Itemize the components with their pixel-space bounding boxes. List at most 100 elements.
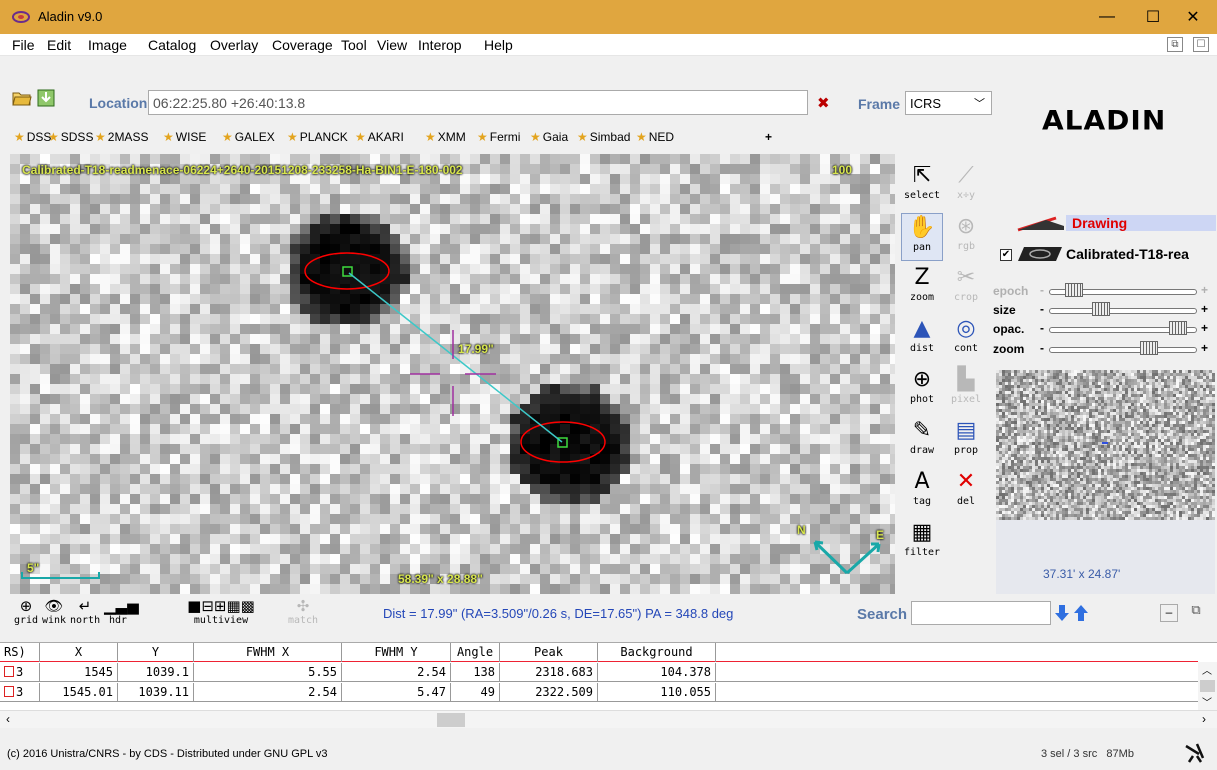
scroll-thumb-horizontal[interactable] (437, 713, 465, 727)
source-ellipse-2[interactable] (520, 421, 606, 463)
survey-2mass[interactable]: ★ 2MASS (95, 130, 148, 144)
menu-tool[interactable]: Tool (341, 37, 367, 53)
menu-help[interactable]: Help (484, 37, 513, 53)
slider-size[interactable]: size - + (993, 301, 1215, 319)
minimize-button[interactable]: — (1099, 8, 1115, 25)
tool-dist[interactable]: ▲ dist (901, 315, 943, 363)
location-input[interactable]: 06:22:25.80 +26:40:13.8 (148, 90, 808, 115)
table-row[interactable]: 3 1545 1039.1 5.55 2.54 138 2318.683 104.378 (0, 663, 1198, 682)
search-input[interactable] (911, 601, 1051, 625)
slider-thumb[interactable] (1091, 302, 1110, 316)
slider-decrease[interactable]: - (1040, 321, 1044, 335)
scroll-up-icon[interactable]: ︿ (1202, 666, 1212, 677)
survey-gaia[interactable]: ★ Gaia (530, 130, 568, 144)
column-header[interactable]: Background (598, 643, 716, 662)
menu-coverage[interactable]: Coverage (272, 37, 333, 53)
survey-galex[interactable]: ★ GALEX (222, 130, 275, 144)
tool-draw[interactable]: ✎ draw (901, 417, 943, 465)
table-vertical-scrollbar[interactable]: ︿ ﹀ (1198, 662, 1217, 710)
column-header[interactable]: Angle (451, 643, 500, 662)
open-folder-icon[interactable] (12, 88, 32, 108)
menu-file[interactable]: File (12, 37, 35, 53)
source-marker-2[interactable] (557, 437, 568, 448)
layer-visible-checkbox[interactable]: ✔ (1000, 249, 1012, 261)
table-row[interactable]: 3 1545.01 1039.11 2.54 5.47 49 2322.509 110.055 (0, 683, 1198, 702)
survey-dss[interactable]: ★ DSS (14, 130, 51, 144)
slider-track[interactable] (1049, 347, 1197, 353)
source-marker-icon[interactable] (4, 686, 14, 697)
frame-select[interactable]: ICRS ﹀ (905, 91, 992, 115)
menu-edit[interactable]: Edit (47, 37, 72, 53)
save-download-icon[interactable] (36, 88, 56, 108)
menu-image[interactable]: Image (88, 37, 127, 53)
minimize-table-icon[interactable]: – (1160, 604, 1178, 622)
distance-line[interactable] (348, 272, 563, 443)
view-tool-hdr[interactable]: ▁▃▅ hdr (104, 598, 139, 627)
menu-catalog[interactable]: Catalog (148, 37, 197, 53)
image-viewer[interactable]: Calibrated-T18-readmenace-06224+2640-201… (10, 154, 895, 594)
view-tool-grid[interactable]: ⊕ grid (12, 598, 40, 627)
tool-phot[interactable]: ⊕ phot (901, 366, 943, 414)
menu-overlay[interactable]: Overlay (210, 37, 259, 53)
slider-increase[interactable]: + (1201, 321, 1209, 335)
slider-track[interactable] (1049, 308, 1197, 314)
tool-pan[interactable]: ✋ pan (901, 213, 943, 261)
slider-increase[interactable]: + (1201, 341, 1209, 355)
tool-filter[interactable]: ▦ filter (901, 519, 943, 567)
scroll-left-icon[interactable]: ‹ (6, 712, 10, 726)
tool-del[interactable]: ✕ del (945, 468, 987, 516)
survey-planck[interactable]: ★ PLANCK (287, 130, 348, 144)
slider-opac[interactable]: opac. - + (993, 320, 1215, 338)
survey-sdss[interactable]: ★ SDSS (48, 130, 93, 144)
close-button[interactable]: ✕ (1186, 9, 1200, 26)
view-tool-north[interactable]: ↵ north (70, 598, 100, 627)
tool-prop[interactable]: ▤ prop (945, 417, 987, 465)
slider-increase[interactable]: + (1201, 302, 1209, 316)
menu-view[interactable]: View (377, 37, 408, 53)
source-marker-1[interactable] (342, 266, 353, 277)
arrow-down-icon[interactable] (1055, 605, 1069, 621)
scroll-down-icon[interactable]: ﹀ (1202, 698, 1212, 709)
slider-decrease[interactable]: - (1040, 302, 1044, 316)
survey-wise[interactable]: ★ WISE (163, 130, 206, 144)
overview-image[interactable] (996, 370, 1215, 520)
menu-interop[interactable]: Interop (418, 37, 462, 53)
slider-track[interactable] (1049, 327, 1197, 333)
tool-select[interactable]: ⇱ select (901, 162, 943, 210)
detach-table-icon[interactable]: ⧉ (1191, 602, 1201, 617)
column-header[interactable]: Peak (500, 643, 598, 662)
view-tool-multiview[interactable]: ■⊟⊞▦▩ multiview (166, 598, 276, 627)
column-header[interactable]: FWHM Y (342, 643, 451, 662)
clear-location-icon[interactable]: ✖ (817, 95, 830, 112)
restore-panel-button[interactable]: ⧉ (1167, 37, 1183, 52)
sky-image[interactable] (10, 154, 895, 594)
survey-simbad[interactable]: ★ Simbad (577, 130, 630, 144)
column-header[interactable]: Y (118, 643, 194, 662)
table-horizontal-scrollbar[interactable]: ‹ › (0, 710, 1217, 728)
add-survey-button[interactable]: + (765, 130, 773, 144)
tool-cont[interactable]: ◎ cont (945, 315, 987, 363)
slider-decrease[interactable]: - (1040, 341, 1044, 355)
scroll-thumb[interactable] (1200, 680, 1215, 692)
survey-xmm[interactable]: ★ XMM (425, 130, 466, 144)
column-header[interactable]: X (40, 643, 118, 662)
source-marker-icon[interactable] (4, 666, 14, 677)
column-header[interactable]: RS) (0, 643, 40, 662)
telescope-icon[interactable] (1183, 740, 1207, 764)
slider-zoom[interactable]: zoom - + (993, 340, 1215, 358)
maximize-panel-button[interactable]: ☐ (1193, 37, 1209, 52)
source-ellipse-1[interactable] (304, 252, 390, 290)
arrow-up-icon[interactable] (1074, 605, 1088, 621)
slider-thumb[interactable] (1140, 341, 1158, 355)
column-header[interactable]: FWHM X (194, 643, 342, 662)
star-icon: ★ (577, 130, 588, 144)
slider-thumb[interactable] (1168, 321, 1187, 335)
survey-akari[interactable]: ★ AKARI (355, 130, 404, 144)
survey-ned[interactable]: ★ NED (636, 130, 674, 144)
view-tool-wink[interactable]: 👁 wink (40, 598, 68, 627)
survey-fermi[interactable]: ★ Fermi (477, 130, 520, 144)
maximize-button[interactable]: ☐ (1145, 9, 1161, 26)
scroll-right-icon[interactable]: › (1202, 712, 1206, 726)
